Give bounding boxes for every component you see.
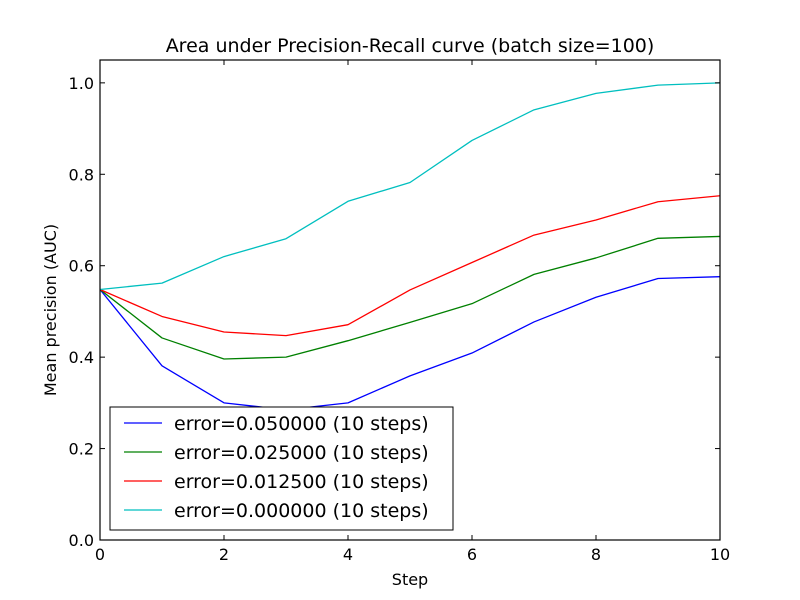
legend-label-3: error=0.012500 (10 steps) [174,471,429,493]
y-tick-label: 0.8 [69,165,94,184]
series-line-4 [99,82,721,291]
series-line-1 [99,276,721,411]
legend-label-2: error=0.025000 (10 steps) [174,442,429,464]
x-tick-label: 8 [591,545,601,564]
x-tick-label: 4 [343,545,353,564]
legend-box [109,406,454,531]
legend-label-1: error=0.050000 (10 steps) [174,413,429,435]
plot-frame [99,59,721,541]
x-tick-label: 6 [467,545,477,564]
plot-area: 0 2 4 6 8 10 0.0 0.2 0.4 0.6 0.8 1.0 error=0.050000 … [69,59,730,564]
series-line-2 [99,235,721,360]
legend-label-4: error=0.000000 (10 steps) [174,500,429,522]
series-line-3 [99,195,721,337]
y-tick-label: 0.6 [69,257,94,276]
x-tick-label: 2 [219,545,229,564]
x-tick-label: 0 [95,545,105,564]
y-tick-label: 0.2 [69,440,94,459]
y-axis-label: Mean precision (AUC) [41,224,60,396]
x-tick-label: 10 [710,545,730,564]
y-tick-label: 1.0 [69,74,94,93]
legend: error=0.050000 (10 steps) error=0.025000 … [109,406,454,531]
y-tick-label: 0.0 [69,531,94,550]
y-tick-label: 0.4 [69,348,94,367]
chart-title: Area under Precision-Recall curve (batch… [166,35,655,57]
x-axis-label: Step [392,570,428,589]
